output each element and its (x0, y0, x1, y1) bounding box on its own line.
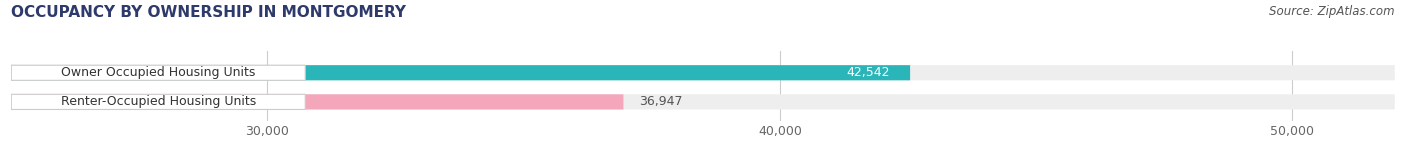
Text: Renter-Occupied Housing Units: Renter-Occupied Housing Units (60, 95, 256, 108)
Text: OCCUPANCY BY OWNERSHIP IN MONTGOMERY: OCCUPANCY BY OWNERSHIP IN MONTGOMERY (11, 5, 406, 20)
FancyBboxPatch shape (11, 65, 305, 80)
FancyBboxPatch shape (11, 65, 910, 80)
FancyBboxPatch shape (11, 94, 305, 109)
FancyBboxPatch shape (11, 94, 1395, 109)
FancyBboxPatch shape (11, 65, 1395, 80)
Text: Owner Occupied Housing Units: Owner Occupied Housing Units (60, 66, 256, 79)
Text: 42,542: 42,542 (846, 66, 890, 79)
Text: 36,947: 36,947 (638, 95, 682, 108)
FancyBboxPatch shape (11, 94, 623, 109)
Text: Source: ZipAtlas.com: Source: ZipAtlas.com (1270, 5, 1395, 18)
